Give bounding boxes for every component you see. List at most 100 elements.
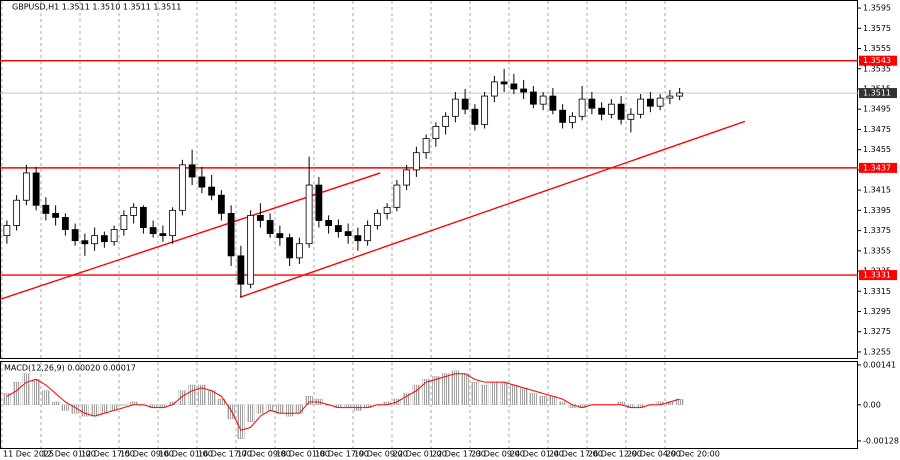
macd-bar — [471, 381, 479, 405]
candle-body — [13, 199, 21, 226]
macd-bar — [61, 404, 70, 411]
x-tick-label: 29 Dec 04:00 — [627, 450, 681, 459]
candle-body — [578, 98, 586, 117]
level-label-box — [859, 162, 897, 173]
macd-bar — [81, 404, 89, 417]
macd-bar — [461, 373, 469, 405]
candle-body — [198, 176, 206, 188]
candle-body — [286, 237, 294, 259]
macd-bar — [558, 401, 567, 405]
x-tick-label: 18 Dec 01:00 — [276, 450, 330, 459]
candle-body — [627, 113, 635, 120]
y-tick-label: 1.3575 — [863, 24, 891, 33]
candle-body — [442, 115, 450, 127]
x-tick-label: 29 Dec 20:00 — [666, 450, 720, 459]
x-tick-label: 19 Dec 09:00 — [354, 450, 408, 459]
macd-bar — [227, 404, 235, 420]
candle-body — [676, 92, 684, 97]
macd-bar — [100, 404, 109, 414]
macd-bar — [412, 384, 421, 405]
macd-bar — [188, 384, 196, 405]
current-price-label: 1.3511 — [863, 89, 891, 98]
candle-body — [588, 98, 596, 109]
macd-bar — [12, 381, 21, 405]
candle-body — [100, 235, 108, 243]
candle-body — [383, 206, 391, 214]
candle-body — [646, 98, 654, 107]
macd-bar — [549, 396, 557, 405]
current-price-box — [859, 88, 897, 99]
candle-body — [178, 164, 186, 211]
x-tick-label: 18 Dec 17:00 — [315, 450, 369, 459]
candle-body — [344, 231, 352, 237]
trendline — [0, 172, 381, 301]
macd-bar — [246, 404, 255, 422]
macd-bar — [90, 404, 99, 417]
y-tick-label: 1.3455 — [863, 145, 891, 154]
macd-bar — [178, 390, 187, 405]
candle-body — [217, 194, 225, 214]
candle-body — [149, 227, 157, 235]
y-tick-label: 1.3255 — [863, 347, 891, 356]
macd-title: MACD(12,26,9) 0.00020 0.00017 — [4, 364, 136, 373]
macd-bar — [42, 390, 50, 405]
candle-body — [81, 240, 89, 245]
candle-body — [598, 107, 606, 115]
candle-body — [559, 109, 567, 123]
macd-bar — [276, 404, 284, 414]
macd-bar — [71, 404, 79, 414]
candle-body — [656, 97, 664, 107]
candle-body — [3, 225, 11, 237]
candle-body — [510, 83, 518, 90]
macd-bar — [480, 384, 489, 405]
y-tick-label: 1.3355 — [863, 246, 891, 255]
macd-bar — [22, 373, 31, 405]
candle-body — [607, 103, 615, 115]
candle-body — [247, 215, 255, 285]
macd-bar — [441, 373, 450, 405]
macd-tick-label: 0.00141 — [863, 360, 896, 369]
candle-body — [208, 186, 216, 196]
candle-body — [617, 103, 625, 120]
y-tick-label: 1.3295 — [863, 307, 891, 316]
macd-bar — [51, 401, 60, 405]
candle-body — [637, 98, 645, 115]
candle-body — [529, 91, 537, 105]
macd-bar — [120, 404, 128, 406]
candle-body — [266, 220, 274, 235]
y-tick-label: 1.3415 — [863, 186, 891, 195]
candle-body — [549, 95, 557, 111]
candle-body — [52, 212, 60, 218]
candle-body — [159, 233, 167, 237]
x-tick-label: 16 Dec 17:00 — [198, 450, 252, 459]
level-label: 1.3331 — [863, 271, 891, 280]
candle-body — [432, 126, 440, 139]
x-tick-label: 22 Dec 01:00 — [393, 450, 447, 459]
x-tick-label: 12 Dec 01:00 — [42, 450, 96, 459]
candle-body — [276, 233, 284, 239]
candle-body — [91, 235, 99, 245]
candle-body — [500, 81, 508, 85]
macd-bar — [207, 390, 216, 405]
candle-body — [71, 229, 79, 242]
candle-body — [325, 220, 333, 226]
macd-bar — [422, 379, 430, 405]
level-label: 1.3437 — [863, 163, 891, 172]
macd-bar — [285, 404, 294, 417]
x-tick-label: 12 Dec 17:00 — [81, 450, 135, 459]
macd-bar — [305, 396, 313, 405]
candle-body — [568, 115, 576, 123]
candle-body — [520, 88, 528, 93]
y-tick-label: 1.3555 — [863, 44, 891, 53]
candle-body — [32, 172, 40, 206]
candle-body — [237, 255, 245, 285]
candle-body — [61, 217, 69, 230]
macd-bar — [490, 381, 499, 405]
candle-body — [130, 206, 138, 216]
candle-body — [364, 225, 372, 242]
candle-body — [481, 95, 489, 125]
candle-body — [451, 98, 459, 117]
macd-bar — [510, 384, 518, 405]
